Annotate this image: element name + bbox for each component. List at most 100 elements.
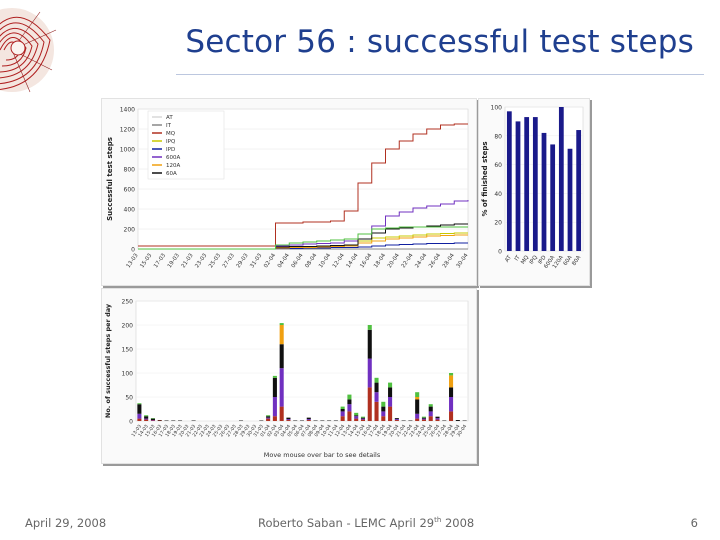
x-tick-label: 30-04 [456,252,470,269]
bar-segment [421,418,426,420]
finished-percent-panel: 0 20 40 60 80 100 AT IT MQ IPQ IPD 600A 120A 60A 80A% … [478,98,590,286]
bar-segment [381,411,386,417]
bar [506,111,512,251]
bar-segment [415,418,420,421]
bar-segment [354,412,359,416]
footer-author: Roberto Saban - LEMC April 29th 2008 [258,516,474,530]
bar-segment [374,401,379,421]
y-tick-label: 100 [122,371,134,378]
bar-segment [306,420,311,421]
series-line [138,226,468,250]
cern-lhc-sector-logo-icon [0,8,57,93]
bar [550,144,556,251]
bar-segment [137,413,142,419]
x-axis-caption: Move mouse over bar to see details [264,451,381,459]
y-tick-label: 60 [494,162,502,169]
legend-label: IPD [166,147,175,153]
bar-segment [354,415,359,417]
x-tick-label: 60A [563,255,574,267]
y-axis-title: No. of successful steps per day [104,303,112,418]
bar-segment [150,418,155,421]
bar-segment [449,397,454,412]
bar-segment [266,415,271,417]
title-divider [176,74,704,75]
x-tick-label: IPQ [529,254,540,266]
y-tick-label: 40 [494,191,502,198]
y-tick-label: 600 [124,187,136,194]
bar-segment [421,417,426,419]
cumulative-steps-line-chart: 0 200 400 600 800 1000 1200 1400 13-03 15-03 17-03… [106,107,470,270]
bar-segment [354,416,359,419]
footer-author-text: Roberto Saban - LEMC April 29 [258,516,435,530]
x-tick-label: 29-03 [236,252,250,269]
bar-segment [144,418,149,420]
bar-segment [449,375,454,388]
bar-segment [428,411,433,417]
bar-segment [279,323,284,325]
x-tick-label: 17-03 [153,252,167,269]
bar-segment [415,413,420,419]
bar-segment [415,397,420,400]
cumulative-steps-panel: 0 200 400 600 800 1000 1200 1400 13-03 15-03 17-03… [101,98,477,286]
y-tick-label: 400 [124,207,136,214]
legend-label: 120A [166,163,180,169]
legend-label: MQ [166,131,176,137]
bar-segment [374,392,379,402]
bar-segment [367,387,372,421]
y-tick-label: 80 [494,133,502,140]
y-axis-title: % of finished steps [481,141,489,216]
y-tick-label: 20 [494,220,502,227]
y-tick-label: 0 [131,247,135,254]
bar-segment [415,399,420,414]
bar [541,132,547,251]
plot-area [135,300,469,422]
y-tick-label: 1200 [120,127,135,134]
y-tick-label: 800 [124,167,136,174]
x-tick-label: 22-04 [401,252,415,269]
x-tick-label: 19-03 [167,252,181,269]
page-number: 6 [690,516,698,530]
bar-segment [144,416,149,419]
bar-segment [388,406,393,421]
y-tick-label: 150 [122,347,134,354]
bar-segment [374,377,379,383]
footer-author-year: 2008 [441,516,475,530]
legend-label: IPQ [166,139,176,145]
bar-segment [340,411,345,417]
bar-segment [286,420,291,421]
bar [576,130,582,251]
y-tick-label: 50 [125,395,133,402]
y-tick-label: 0 [498,249,502,256]
x-tick-label: IT [514,254,522,262]
y-tick-label: 200 [124,227,136,234]
bar-segment [421,419,426,421]
bar [515,121,521,252]
series-line [138,123,468,247]
y-tick-label: 250 [122,299,134,306]
bar-segment [394,420,399,421]
x-tick-label: 27-03 [222,252,236,269]
x-tick-label: 31-03 [249,252,263,269]
bar-segment [360,417,366,419]
bar-segment [279,406,284,421]
bar-segment [388,387,393,397]
bar-segment [367,358,372,388]
bar-segment [381,401,386,407]
x-tick-label: MQ [520,254,531,265]
bar-segment [381,406,386,412]
bar-segment [428,404,433,407]
bar-segment [266,418,271,421]
steps-per-day-bar-chart[interactable]: 05010015020025013-0314-0315-0316-0317-03… [102,289,476,463]
x-tick-label: IPD [537,255,547,266]
x-tick-label: 16-04 [359,252,373,269]
y-tick-label: 1400 [120,107,135,114]
bar-segment [272,397,277,417]
bar-segment [272,377,277,397]
bar-segment [449,387,454,397]
bar-segment [435,418,440,420]
bar [532,117,538,251]
x-tick-label: 28-04 [442,252,456,269]
bar-segment [449,411,454,421]
bar-segment [415,392,420,397]
slide-title: Sector 56 : successful test steps [185,24,694,60]
